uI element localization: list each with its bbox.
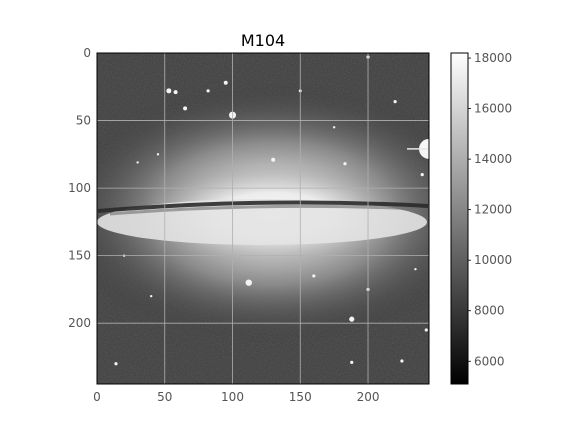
stars <box>114 55 429 366</box>
grid <box>97 53 429 384</box>
y-tick-label: 150 <box>68 249 91 263</box>
star <box>166 88 172 94</box>
x-tick-label: 50 <box>157 390 172 404</box>
star <box>343 162 347 166</box>
star <box>400 359 404 363</box>
star <box>223 80 228 85</box>
colorbar-tick-label: 10000 <box>474 253 512 267</box>
star <box>114 362 118 366</box>
y-tick-label: 200 <box>68 316 91 330</box>
colorbar-frame <box>450 52 469 385</box>
star <box>312 274 316 278</box>
star <box>183 106 188 111</box>
star <box>393 100 397 104</box>
colorbar-fill <box>451 53 468 384</box>
dust-lane <box>97 200 429 213</box>
x-tick-label: 150 <box>289 390 312 404</box>
plot-area <box>97 53 429 384</box>
colorbar: 6000 8000 10000 12000 14000 16000 18000 <box>450 51 512 385</box>
star <box>173 90 178 95</box>
star <box>424 328 428 332</box>
dust-lane-shadow <box>109 204 421 216</box>
x-tick-label: 200 <box>357 390 380 404</box>
colorbar-tick-label: 16000 <box>474 102 512 116</box>
star <box>332 126 336 129</box>
y-tick-label: 50 <box>76 114 91 128</box>
colorbar-tick-label: 12000 <box>474 203 512 217</box>
y-tick-label: 100 <box>68 181 91 195</box>
star <box>420 172 424 177</box>
chart-title: M104 <box>241 31 285 50</box>
colorbar-tick-label: 14000 <box>474 152 512 166</box>
y-tick-label: 0 <box>83 46 91 60</box>
star <box>245 279 252 286</box>
axis-ticks: 0 50 100 150 200 0 50 100 150 200 <box>68 46 379 404</box>
star <box>271 157 276 162</box>
star <box>350 360 354 364</box>
colorbar-tick-label: 18000 <box>474 51 512 65</box>
colorbar-tick-label: 8000 <box>474 304 505 318</box>
star <box>206 89 210 93</box>
plot-frame <box>96 52 430 385</box>
star <box>349 316 355 322</box>
x-tick-label: 100 <box>221 390 244 404</box>
colorbar-ticks: 6000 8000 10000 12000 14000 16000 18000 <box>468 51 512 368</box>
x-tick-label: 0 <box>93 390 101 404</box>
star <box>156 153 160 156</box>
star <box>150 294 153 298</box>
star <box>136 161 139 164</box>
star <box>414 267 417 271</box>
colorbar-tick-label: 6000 <box>474 354 505 368</box>
